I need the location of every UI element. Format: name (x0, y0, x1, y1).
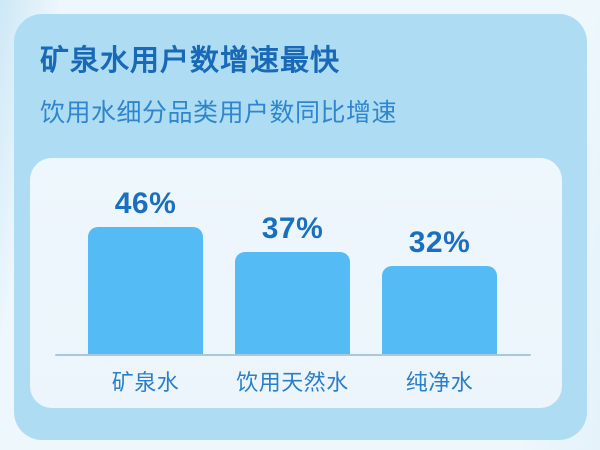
bar-chart: 46% 37% 32% 矿泉水 饮用天然水 纯净水 (55, 187, 531, 397)
infographic-card: 矿泉水用户数增速最快 饮用水细分品类用户数同比增速 46% 37% 32% (14, 14, 587, 440)
bar-value-label: 46% (114, 187, 177, 220)
bar-category-label: 纯净水 (405, 370, 474, 395)
bar-category-label: 矿泉水 (111, 370, 180, 395)
page-title: 矿泉水用户数增速最快 (40, 45, 341, 77)
bar (88, 227, 203, 354)
page-subtitle: 饮用水细分品类用户数同比增速 (40, 99, 398, 127)
bar-group: 32% (382, 226, 497, 354)
bar-value-label: 37% (261, 212, 324, 245)
bar-group: 37% (235, 212, 350, 354)
bar (382, 266, 497, 354)
category-labels-row: 矿泉水 饮用天然水 纯净水 (55, 365, 531, 397)
bar-category-label: 饮用天然水 (236, 370, 349, 395)
bar-value-label: 32% (408, 226, 471, 259)
axis-baseline (55, 354, 531, 356)
bars-row: 46% 37% 32% (55, 187, 531, 354)
bar (235, 252, 350, 354)
bar-group: 46% (88, 187, 203, 354)
chart-panel: 46% 37% 32% 矿泉水 饮用天然水 纯净水 (30, 158, 562, 408)
